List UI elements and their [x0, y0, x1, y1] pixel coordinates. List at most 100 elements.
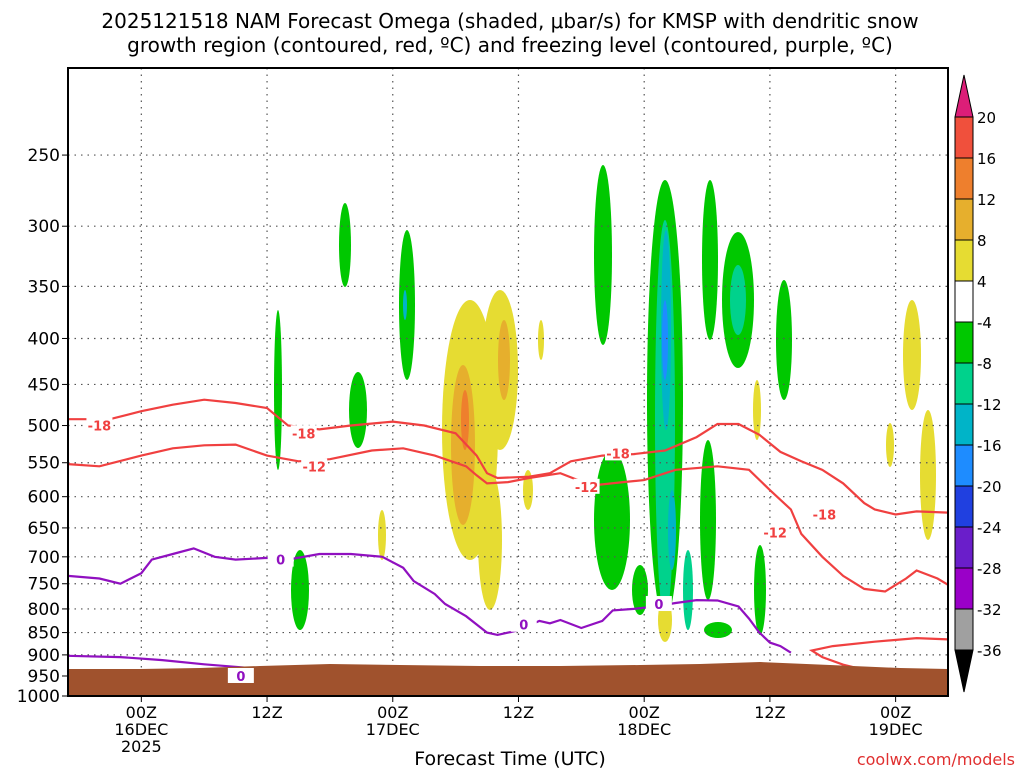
colorbar-label: -8 — [977, 355, 992, 373]
colorbar-band — [954, 526, 974, 569]
omega-patch-teal — [683, 550, 693, 630]
contour-line — [68, 398, 948, 516]
omega-patch-gold — [498, 320, 510, 400]
y-tick-label: 350 — [28, 277, 60, 297]
omega-patch-cyan — [403, 290, 407, 320]
colorbar-label: -16 — [977, 437, 1002, 455]
colorbar-band — [954, 198, 974, 241]
contour-label-bg — [762, 524, 789, 540]
omega-patch-green — [594, 165, 612, 345]
colorbar-bottom-arrow — [954, 649, 974, 693]
plot-frame — [67, 67, 949, 697]
x-axis-label: Forecast Time (UTC) — [414, 748, 605, 768]
x-tick-label: 16DEC — [114, 720, 168, 739]
omega-patch-green — [339, 203, 351, 287]
omega-patch-yellow — [538, 320, 544, 360]
contour-label: 0 — [519, 619, 528, 634]
contour-label-bg — [811, 506, 838, 522]
x-tick-label: 12Z — [754, 703, 785, 722]
omega-patch-yellow — [478, 470, 502, 610]
colorbar-label: 8 — [977, 232, 987, 250]
omega-patch-green — [700, 440, 716, 600]
y-tick-label: 550 — [28, 454, 60, 474]
omega-patch-teal — [730, 265, 746, 335]
contour-label-bg — [510, 616, 537, 632]
y-tick-label: 500 — [28, 417, 60, 437]
omega-patch-green — [349, 372, 367, 448]
omega-patch-green — [702, 180, 718, 340]
y-tick-label: 950 — [28, 667, 60, 687]
omega-patch-green — [704, 622, 732, 638]
contour-label-bg — [301, 458, 328, 474]
contour-label: -12 — [302, 460, 326, 475]
y-tick-label: 600 — [28, 488, 60, 508]
contour-line — [68, 547, 792, 654]
y-tick-label: 300 — [28, 217, 60, 237]
colorbar-band — [954, 321, 974, 364]
x-tick-label: 18DEC — [617, 720, 671, 739]
colorbar-top-arrow — [954, 74, 974, 118]
y-tick-label: 450 — [28, 375, 60, 395]
omega-patch-yellow — [753, 380, 761, 440]
omega-patch-blue — [662, 300, 668, 380]
contour-label-bg — [290, 425, 317, 441]
contour-label-bg — [605, 445, 631, 461]
y-tick-label: 250 — [28, 146, 60, 166]
chart-title-line2: growth region (contoured, red, ºC) and f… — [127, 33, 893, 57]
contour-labels: -18 -18 -12 -18 -12 -12 -18 0 0 0 0 — [86, 417, 838, 685]
colorbar-label: -32 — [977, 601, 1002, 619]
contour-line — [68, 443, 948, 593]
omega-patch-yellow — [378, 510, 386, 560]
x-tick-label: 00Z — [880, 703, 911, 722]
omega-patch-cyan — [668, 490, 676, 570]
omega-patch-green — [291, 550, 309, 630]
gridlines — [68, 68, 948, 696]
colorbar-band — [954, 116, 974, 159]
contour-label-bg — [267, 551, 294, 567]
y-tick-label: 900 — [28, 646, 60, 666]
y-tick-label: 650 — [28, 519, 60, 539]
y-tick-label: 800 — [28, 600, 60, 620]
contour-label-bg — [227, 667, 254, 683]
contour-label-bg — [86, 417, 113, 433]
x-tick-label: 00Z — [126, 703, 157, 722]
contour-label: -12 — [763, 527, 787, 542]
contour-label: -18 — [606, 447, 630, 462]
chart-title-line1: 2025121518 NAM Forecast Omega (shaded, μ… — [101, 9, 918, 33]
y-axis: 2503003504004505005506006507007508008509… — [17, 146, 68, 707]
y-tick-label: 750 — [28, 575, 60, 595]
x-tick-label: 00Z — [377, 703, 408, 722]
x-tick-label: 2025 — [121, 737, 162, 756]
omega-patch-orange — [461, 390, 469, 450]
colorbar-band — [954, 362, 974, 405]
colorbar-band — [954, 280, 974, 323]
colorbar-label: 20 — [977, 109, 996, 127]
colorbar-label: 12 — [977, 191, 996, 209]
contour-label-bg — [573, 478, 600, 494]
contour-label: 0 — [276, 554, 285, 569]
contour-label: 0 — [236, 670, 245, 685]
y-tick-label: 1000 — [17, 687, 60, 707]
contour-label-bg — [645, 596, 672, 612]
contour-label: -18 — [813, 508, 837, 523]
x-tick-label: 19DEC — [869, 720, 923, 739]
colorbar-band — [954, 444, 974, 487]
omega-patch-green — [274, 310, 282, 470]
y-tick-label: 850 — [28, 624, 60, 644]
colorbar-label: 16 — [977, 150, 996, 168]
colorbar-band — [954, 608, 974, 651]
omega-shading-layer — [68, 68, 948, 696]
y-tick-label: 400 — [28, 329, 60, 349]
colorbar-band — [954, 567, 974, 610]
y-tick-label: 700 — [28, 548, 60, 568]
colorbar-band — [954, 157, 974, 200]
x-tick-label: 00Z — [629, 703, 660, 722]
omega-patch-yellow — [523, 470, 533, 510]
x-tick-label: 12Z — [503, 703, 534, 722]
colorbar-band — [954, 403, 974, 446]
colorbar-label: -4 — [977, 314, 992, 332]
omega-patch-yellow — [886, 423, 894, 467]
colorbar-label: -28 — [977, 560, 1002, 578]
contour-label: -12 — [575, 481, 599, 496]
colorbar-label: -12 — [977, 396, 1002, 414]
